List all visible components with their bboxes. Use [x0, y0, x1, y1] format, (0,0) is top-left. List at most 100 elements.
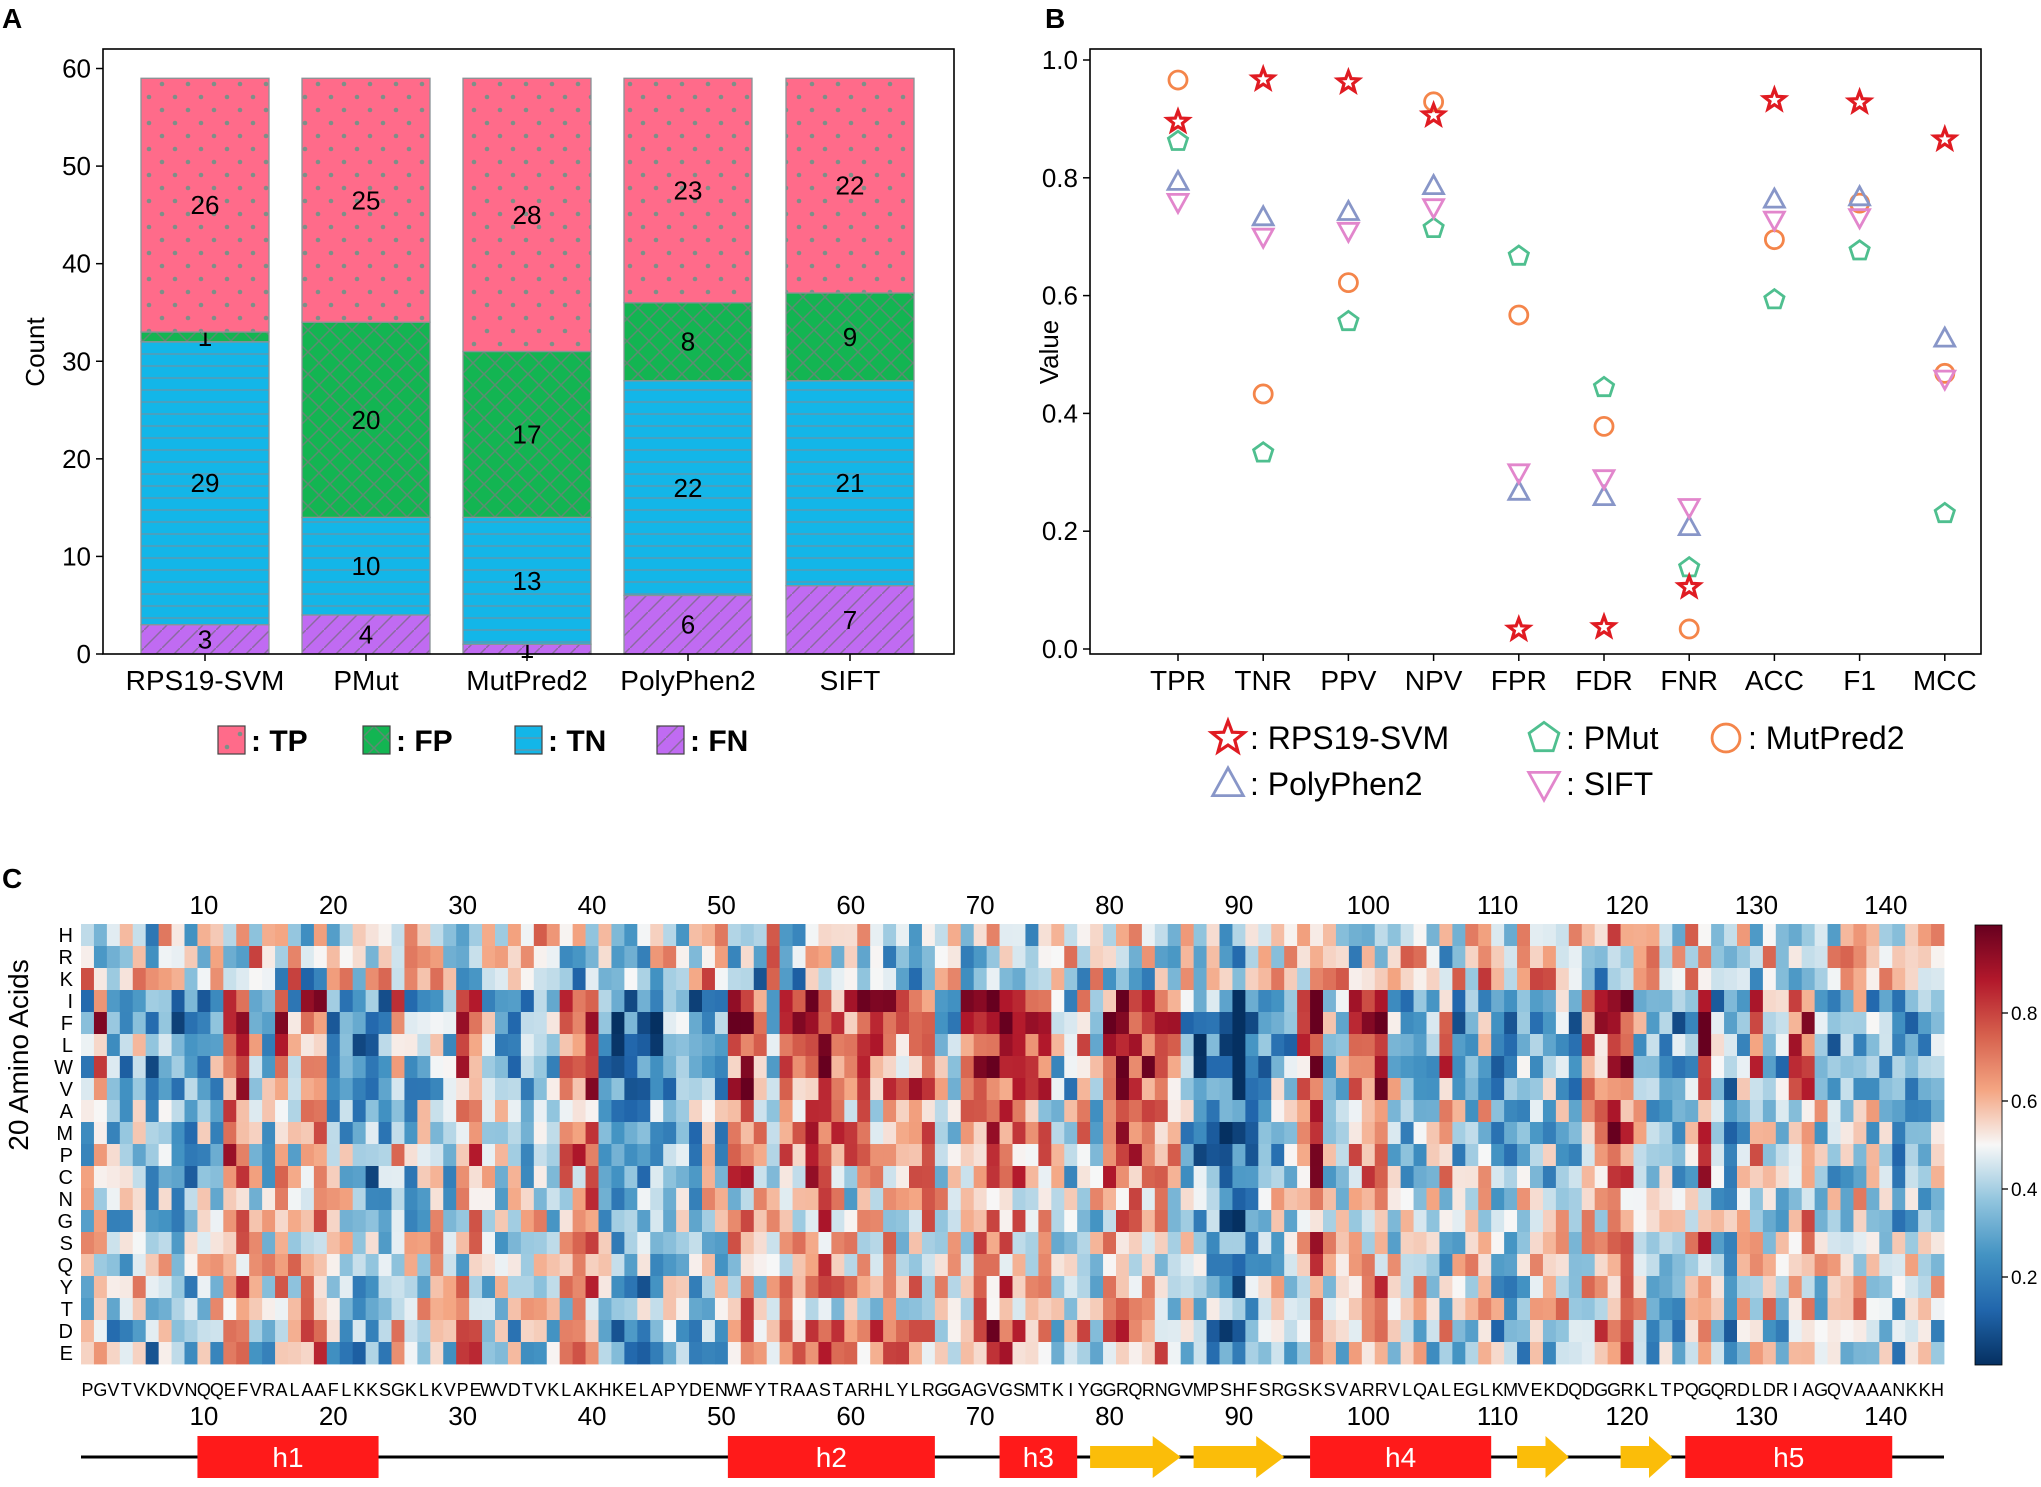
heatmap-cell — [1012, 1034, 1026, 1057]
heatmap-cell — [184, 1122, 198, 1145]
heatmap-cell — [637, 990, 651, 1013]
sequence-letter: G — [934, 1380, 948, 1400]
heatmap-cell — [1219, 1298, 1233, 1321]
heatmap-cell — [184, 1210, 198, 1233]
heatmap-cell — [210, 1342, 224, 1365]
heatmap-cell — [883, 968, 897, 991]
heatmap-cell — [1400, 946, 1414, 969]
heatmap-cell — [1206, 1122, 1220, 1145]
heatmap-cell — [870, 1078, 884, 1101]
heatmap-cell — [1310, 1232, 1324, 1255]
heatmap-cell — [1788, 1056, 1803, 1079]
heatmap-cell — [469, 924, 483, 947]
heatmap-cell — [288, 1232, 302, 1255]
heatmap-cell — [1892, 1100, 1906, 1123]
x-tick-label: FNR — [1660, 665, 1718, 696]
sequence-letter: Y — [677, 1380, 689, 1400]
heatmap-cell — [1012, 990, 1026, 1013]
heatmap-cell — [1931, 1298, 1945, 1321]
heatmap-cell — [896, 946, 910, 969]
heatmap-cell — [1245, 924, 1259, 947]
heatmap-cell — [313, 1078, 328, 1101]
sequence-letter: S — [1323, 1380, 1335, 1400]
heatmap-cell — [559, 1276, 574, 1299]
point-sift — [1847, 208, 1872, 231]
heatmap-cell — [236, 1078, 250, 1101]
heatmap-cell — [184, 1144, 198, 1167]
heatmap-cell — [1724, 1210, 1738, 1233]
heatmap-cell — [93, 924, 108, 947]
heatmap-cell — [857, 1144, 871, 1167]
heatmap-cell — [973, 1320, 988, 1343]
heatmap-cell — [624, 1342, 638, 1365]
heatmap-cell — [1219, 990, 1233, 1013]
heatmap-cell — [1167, 1012, 1182, 1035]
point-polyphen2 — [1762, 186, 1787, 209]
heatmap-cell — [1193, 1078, 1207, 1101]
sequence-letter: R — [262, 1380, 275, 1400]
heatmap-cell — [1801, 1100, 1816, 1123]
heatmap-cell — [262, 1166, 276, 1189]
heatmap-cell — [1724, 990, 1738, 1013]
heatmap-cell — [727, 1188, 742, 1211]
row-label: C — [59, 1167, 73, 1189]
sequence-letter: V — [1336, 1380, 1348, 1400]
heatmap-cell — [818, 968, 832, 991]
heatmap-cell — [171, 946, 185, 969]
heatmap-cell — [637, 1100, 651, 1123]
heatmap-cell — [1116, 990, 1130, 1013]
bottom-position-label: 40 — [578, 1401, 607, 1431]
heatmap-cell — [844, 1298, 858, 1321]
heatmap-cell — [831, 1056, 845, 1079]
heatmap-cell — [1103, 968, 1117, 991]
heatmap-cell — [1387, 924, 1402, 947]
heatmap-cell — [611, 1166, 625, 1189]
heatmap-cell — [378, 1100, 392, 1123]
heatmap-cell — [1374, 1210, 1389, 1233]
heatmap-cell — [1555, 1122, 1570, 1145]
heatmap-cell — [352, 1056, 367, 1079]
heatmap-cell — [1141, 1034, 1156, 1057]
heatmap-cell — [999, 1122, 1013, 1145]
heatmap-cell — [818, 1298, 832, 1321]
heatmap-cell — [145, 1342, 160, 1365]
heatmap-cell — [1167, 1078, 1182, 1101]
heatmap-cell — [844, 1122, 858, 1145]
heatmap-cell — [1594, 1122, 1609, 1145]
heatmap-cell — [300, 1012, 315, 1035]
heatmap-cell — [1154, 1100, 1169, 1123]
top-position-label: 30 — [448, 890, 477, 920]
heatmap-cell — [1038, 1034, 1052, 1057]
heatmap-cell — [1452, 968, 1466, 991]
heatmap-cell — [1685, 1122, 1699, 1145]
heatmap-cell — [689, 1276, 703, 1299]
heatmap-cell — [1465, 1342, 1479, 1365]
heatmap-cell — [106, 1166, 121, 1189]
heatmap-cell — [1568, 924, 1583, 947]
bar-segment-tp — [462, 77, 592, 353]
heatmap-cell — [469, 1254, 483, 1277]
heatmap-cell — [326, 1188, 341, 1211]
heatmap-cell — [1361, 1100, 1376, 1123]
heatmap-cell — [404, 924, 418, 947]
heatmap-cell — [805, 1342, 819, 1365]
heatmap-cell — [1853, 946, 1867, 969]
heatmap-cell — [1672, 1320, 1686, 1343]
heatmap-cell — [1167, 1122, 1182, 1145]
heatmap-cell — [1206, 1210, 1220, 1233]
heatmap-cell — [1400, 1276, 1414, 1299]
heatmap-cell — [106, 1276, 121, 1299]
heatmap-cell — [93, 1078, 108, 1101]
heatmap-cell — [1284, 1166, 1298, 1189]
heatmap-cell — [650, 990, 664, 1013]
heatmap-cell — [1607, 946, 1621, 969]
heatmap-cell — [1542, 1276, 1557, 1299]
heatmap-cell — [1439, 1100, 1453, 1123]
heatmap-cell — [1064, 1232, 1078, 1255]
heatmap-cell — [197, 1012, 211, 1035]
heatmap-cell — [520, 1056, 535, 1079]
heatmap-cell — [1051, 1100, 1065, 1123]
heatmap-cell — [1530, 1342, 1544, 1365]
heatmap-cell — [1892, 968, 1906, 991]
heatmap-cell — [495, 1342, 509, 1365]
